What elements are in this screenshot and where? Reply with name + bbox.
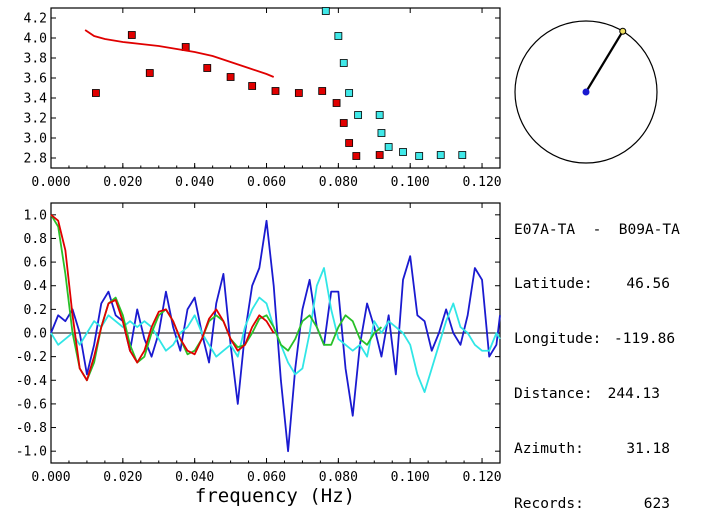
spectrum-y-tick-label: 0.6 xyxy=(24,256,47,271)
red-data-point xyxy=(203,64,212,72)
red-data-point xyxy=(127,31,136,39)
dispersion-x-tick-label: 0.020 xyxy=(103,175,142,190)
records-row: Records: 623 xyxy=(514,495,680,513)
red-data-point xyxy=(352,152,361,160)
azimuth-circle xyxy=(514,20,658,164)
red-data-point xyxy=(271,87,280,95)
red-data-point xyxy=(318,87,327,95)
dispersion-plot-frame xyxy=(50,7,501,169)
station-pair: E07A-TA - B09A-TA xyxy=(514,221,680,238)
spectrum-plot: 0.000 0.020 0.040 0.060 0.080 0.100 0.120 1.0 0.… xyxy=(16,202,502,507)
longitude-row: Longitude: -119.86 xyxy=(514,330,680,348)
red-data-point xyxy=(248,82,257,90)
cyan-data-point xyxy=(345,89,354,97)
dispersion-y-tick-label: 3.2 xyxy=(24,112,47,127)
cyan-data-point xyxy=(436,151,445,159)
cyan-data-point xyxy=(399,148,407,156)
latitude-label: Latitude: xyxy=(514,276,593,293)
cyan-data-point xyxy=(384,143,393,151)
dispersion-axis-ticks: 0.000 0.020 0.040 0.060 0.080 0.100 0.120 2.8 3.… xyxy=(24,8,502,190)
cyan-data-point xyxy=(354,111,363,119)
spectrum-x-tick-label: 0.120 xyxy=(462,470,501,485)
cyan-data-point xyxy=(458,151,467,159)
spectrum-marks xyxy=(50,214,501,453)
azimuth-label: Azimuth: xyxy=(514,441,584,458)
latitude-row: Latitude: 46.56 xyxy=(514,275,680,293)
records-label: Records: xyxy=(514,496,584,513)
azimuth-center-dot xyxy=(582,88,590,96)
spectrum-x-tick-label: 0.060 xyxy=(247,470,286,485)
spectrum-axis-ticks: 0.000 0.020 0.040 0.060 0.080 0.100 0.120 1.0 0.… xyxy=(16,203,502,485)
spectrum-x-tick-label: 0.040 xyxy=(175,470,214,485)
distance-row: Distance: 244.13 xyxy=(514,385,680,403)
longitude-label: Longitude: xyxy=(514,331,602,348)
spectrum-y-tick-label: -0.2 xyxy=(16,350,47,365)
azimuth-tip-dot xyxy=(619,27,627,35)
dispersion-curve-line xyxy=(84,29,275,78)
dispersion-x-tick-label: 0.120 xyxy=(462,175,501,190)
spectrum-x-tick-label: 0.020 xyxy=(103,470,142,485)
figure-canvas: 0.000 0.020 0.040 0.060 0.080 0.100 0.120 2.8 3.… xyxy=(16,7,658,507)
dispersion-x-tick-label: 0.100 xyxy=(391,175,430,190)
dispersion-x-tick-label: 0.060 xyxy=(247,175,286,190)
station-info-panel: E07A-TA - B09A-TA Latitude: 46.56 Longitu… xyxy=(514,184,680,532)
dispersion-y-tick-label: 3.6 xyxy=(24,72,47,87)
red-data-point xyxy=(375,151,384,159)
dispersion-y-tick-label: 3.8 xyxy=(24,52,47,67)
distance-value: 244.13 xyxy=(607,386,660,403)
cyan-data-point xyxy=(334,32,343,40)
dispersion-y-tick-label: 2.8 xyxy=(24,152,47,167)
spectrum-y-tick-label: 0.2 xyxy=(24,303,47,318)
blue-series-line xyxy=(50,219,501,453)
red-data-point xyxy=(92,89,100,97)
spectrum-y-tick-label: 1.0 xyxy=(24,208,47,223)
azimuth-row: Azimuth: 31.18 xyxy=(514,440,680,458)
spectrum-y-tick-label: -0.6 xyxy=(16,397,47,412)
red-data-point xyxy=(339,119,348,127)
longitude-value: -119.86 xyxy=(614,331,676,348)
cyan-data-point xyxy=(321,7,330,15)
red-series-line xyxy=(50,214,275,382)
dispersion-x-tick-label: 0.000 xyxy=(31,175,70,190)
distance-label: Distance: xyxy=(514,386,593,403)
x-axis-label: frequency (Hz) xyxy=(195,485,355,507)
dispersion-x-tick-label: 0.040 xyxy=(175,175,214,190)
dispersion-plot: 0.000 0.020 0.040 0.060 0.080 0.100 0.120 2.8 3.… xyxy=(24,7,502,190)
dispersion-y-tick-label: 4.0 xyxy=(24,32,47,47)
spectrum-x-tick-label: 0.080 xyxy=(319,470,358,485)
spectrum-y-tick-label: 0.8 xyxy=(24,232,47,247)
cyan-data-point xyxy=(415,152,424,160)
red-data-point xyxy=(332,99,341,107)
dispersion-y-tick-label: 4.2 xyxy=(24,12,47,27)
azimuth-needle xyxy=(585,30,624,93)
spectrum-x-tick-label: 0.100 xyxy=(391,470,430,485)
records-value: 623 xyxy=(643,496,670,513)
cyan-data-point xyxy=(375,111,384,119)
red-data-point xyxy=(345,139,354,147)
azimuth-dial xyxy=(514,20,658,164)
azimuth-value: 31.18 xyxy=(626,441,670,458)
spectrum-y-tick-label: 0.4 xyxy=(24,279,48,294)
spectrum-y-tick-label: -0.4 xyxy=(16,374,47,389)
dispersion-y-tick-label: 3.4 xyxy=(24,92,48,107)
dispersion-x-tick-label: 0.080 xyxy=(319,175,358,190)
spectrum-y-tick-label: 0.0 xyxy=(24,327,47,342)
spectrum-x-tick-label: 0.000 xyxy=(31,470,70,485)
spectrum-y-tick-label: -1.0 xyxy=(16,445,47,460)
cyan-data-point xyxy=(377,129,386,137)
red-data-point xyxy=(226,73,235,81)
red-data-point xyxy=(294,89,303,97)
dispersion-marks xyxy=(84,7,467,160)
red-data-point xyxy=(145,69,154,77)
spectrum-y-tick-label: -0.8 xyxy=(16,421,47,436)
dispersion-y-tick-label: 3.0 xyxy=(24,132,47,147)
cyan-data-point xyxy=(339,59,348,67)
latitude-value: 46.56 xyxy=(626,276,670,293)
